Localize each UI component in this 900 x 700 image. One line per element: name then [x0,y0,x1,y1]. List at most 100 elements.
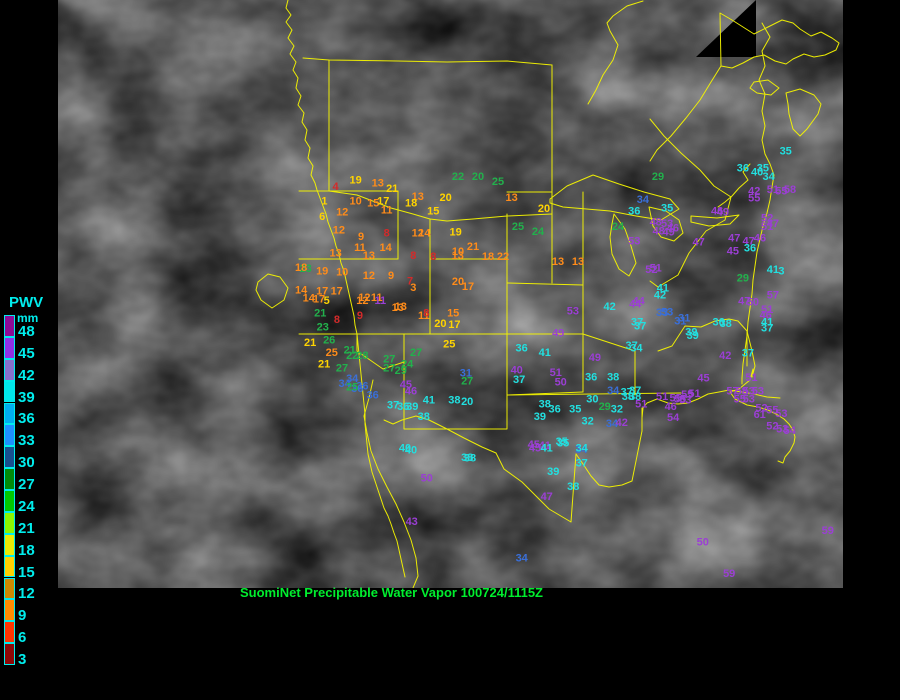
svg-text:55: 55 [748,192,760,204]
svg-text:32: 32 [581,416,593,428]
svg-text:38: 38 [567,481,579,493]
svg-text:39: 39 [534,411,546,423]
svg-text:39: 39 [406,401,418,413]
svg-text:5: 5 [324,295,330,307]
svg-text:25: 25 [326,347,338,359]
svg-text:54: 54 [783,425,796,437]
svg-text:34: 34 [630,342,643,354]
svg-text:36: 36 [548,403,560,415]
svg-text:50: 50 [421,473,433,485]
svg-text:58: 58 [784,184,796,196]
svg-text:44: 44 [632,295,645,307]
svg-text:34: 34 [607,385,620,397]
svg-text:15: 15 [427,205,439,217]
svg-text:34: 34 [637,194,650,206]
svg-text:3: 3 [410,282,416,294]
svg-text:12: 12 [336,207,348,219]
svg-text:20: 20 [538,203,550,215]
svg-text:15: 15 [447,308,459,320]
svg-text:8: 8 [423,308,429,320]
svg-text:45: 45 [697,373,709,385]
svg-text:20: 20 [439,192,451,204]
svg-text:12: 12 [356,295,368,307]
svg-text:17: 17 [448,319,460,331]
svg-text:31: 31 [678,312,690,324]
svg-text:10: 10 [336,267,348,279]
svg-text:53: 53 [567,306,579,318]
svg-text:8: 8 [430,251,436,263]
svg-text:10: 10 [452,246,464,258]
svg-text:27: 27 [383,363,395,375]
svg-text:14: 14 [379,242,392,254]
svg-text:46: 46 [405,386,417,398]
svg-text:36: 36 [744,242,756,254]
svg-text:24: 24 [612,221,625,233]
svg-text:47: 47 [541,491,553,503]
svg-text:29: 29 [599,401,611,413]
svg-text:50: 50 [747,297,759,309]
svg-text:20: 20 [434,318,446,330]
svg-text:25: 25 [492,176,504,188]
svg-text:18: 18 [295,262,307,274]
svg-text:8: 8 [384,228,390,240]
svg-text:37: 37 [742,347,754,359]
svg-text:38: 38 [418,411,430,423]
svg-text:1: 1 [321,195,327,207]
svg-text:18: 18 [482,251,494,263]
svg-text:49: 49 [717,207,729,219]
svg-text:37: 37 [631,317,643,329]
svg-text:41: 41 [767,264,779,276]
svg-text:43: 43 [406,516,418,528]
svg-text:38: 38 [448,395,460,407]
svg-text:18: 18 [405,198,417,210]
svg-text:11: 11 [374,295,386,307]
svg-text:8: 8 [410,250,416,262]
svg-text:49: 49 [552,328,564,340]
svg-text:32: 32 [611,403,623,415]
svg-text:36: 36 [367,389,379,401]
svg-text:45: 45 [727,245,739,257]
svg-text:53: 53 [628,235,640,247]
svg-text:34: 34 [762,171,775,183]
svg-text:41: 41 [541,443,553,455]
svg-text:35: 35 [556,436,568,448]
svg-text:53: 53 [775,408,787,420]
svg-text:13: 13 [552,256,564,268]
svg-text:20: 20 [472,171,484,183]
svg-text:57: 57 [767,290,779,302]
svg-text:38: 38 [464,453,476,465]
svg-text:35: 35 [661,202,673,214]
svg-text:38: 38 [607,372,619,384]
svg-text:19: 19 [449,227,461,239]
svg-text:17: 17 [331,285,343,297]
svg-text:49: 49 [589,352,601,364]
svg-text:21: 21 [304,337,316,349]
svg-text:25: 25 [346,382,358,394]
svg-text:12: 12 [333,224,345,236]
svg-text:24: 24 [532,226,545,238]
svg-text:51: 51 [745,372,757,384]
svg-text:47: 47 [728,232,740,244]
svg-text:9: 9 [388,270,394,282]
svg-text:41: 41 [423,395,435,407]
svg-text:26: 26 [323,334,335,346]
svg-text:9: 9 [357,310,363,322]
svg-text:42: 42 [616,417,628,429]
svg-text:40: 40 [399,443,411,455]
svg-text:4: 4 [333,181,340,193]
svg-text:39: 39 [547,466,559,478]
svg-text:29: 29 [652,171,664,183]
svg-text:39: 39 [685,327,697,339]
svg-text:27: 27 [410,347,422,359]
svg-text:8: 8 [334,314,340,326]
svg-text:49: 49 [662,227,674,239]
svg-text:17: 17 [462,281,474,293]
svg-text:13: 13 [329,248,341,260]
svg-text:36: 36 [515,342,527,354]
svg-text:20: 20 [461,396,473,408]
svg-text:38: 38 [720,318,732,330]
svg-text:50: 50 [697,536,709,548]
svg-text:21: 21 [318,359,330,371]
svg-text:29: 29 [395,365,407,377]
svg-text:3: 3 [778,265,784,277]
